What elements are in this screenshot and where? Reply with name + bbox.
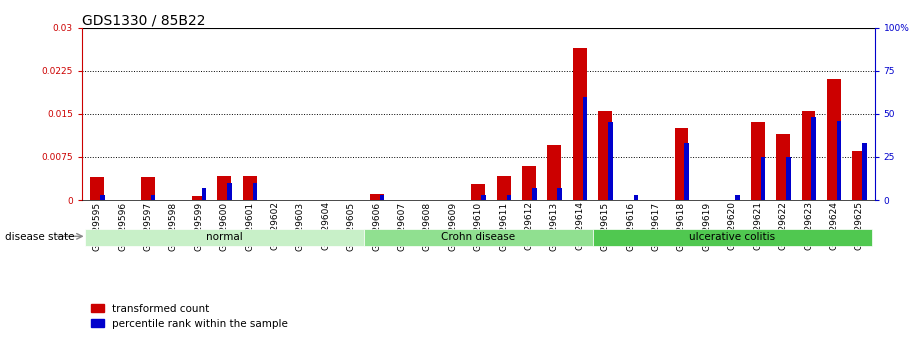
Bar (599, 111, 612, 200)
Bar (633, 195, 638, 200)
Text: disease state: disease state (5, 233, 74, 242)
Bar (141, 177, 155, 200)
Bar (802, 111, 815, 200)
Bar (583, 97, 588, 200)
Text: normal: normal (206, 232, 242, 242)
Legend: transformed count, percentile rank within the sample: transformed count, percentile rank withi… (87, 299, 292, 333)
Text: ulcerative colitis: ulcerative colitis (690, 232, 775, 242)
Bar (548, 146, 561, 200)
Bar (85, 229, 364, 246)
Bar (837, 121, 842, 200)
Text: GDS1330 / 85B22: GDS1330 / 85B22 (82, 14, 206, 28)
Bar (853, 151, 866, 200)
Bar (592, 229, 872, 246)
Bar (674, 128, 689, 200)
Bar (812, 117, 816, 200)
Bar (252, 183, 257, 200)
Bar (827, 79, 841, 200)
Bar (380, 195, 384, 200)
Bar (776, 134, 790, 200)
Bar (370, 194, 384, 200)
Bar (151, 195, 156, 200)
Bar (364, 229, 592, 246)
Bar (227, 183, 231, 200)
Bar (90, 177, 104, 200)
Bar (558, 188, 562, 200)
Bar (192, 196, 206, 200)
Bar (573, 48, 587, 200)
Bar (217, 176, 231, 200)
Bar (507, 195, 511, 200)
Bar (481, 195, 486, 200)
Bar (684, 143, 689, 200)
Bar (242, 176, 257, 200)
Text: Crohn disease: Crohn disease (441, 232, 516, 242)
Bar (100, 195, 105, 200)
Bar (522, 166, 536, 200)
Bar (862, 143, 866, 200)
Bar (201, 188, 206, 200)
Bar (735, 195, 740, 200)
Bar (761, 157, 765, 200)
Bar (786, 157, 791, 200)
Bar (532, 188, 537, 200)
Bar (496, 176, 511, 200)
Bar (751, 122, 764, 200)
Bar (471, 184, 486, 200)
Bar (609, 122, 613, 200)
